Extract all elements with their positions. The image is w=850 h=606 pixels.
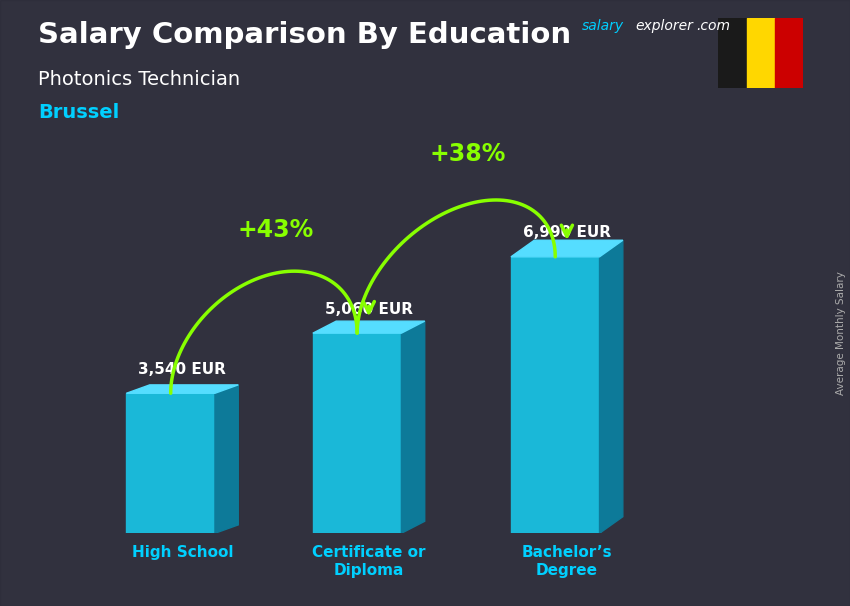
Bar (718, 18, 746, 88)
Text: 5,060 EUR: 5,060 EUR (325, 302, 413, 316)
Text: .com: .com (696, 19, 730, 33)
Bar (313, 333, 401, 533)
Polygon shape (599, 240, 623, 533)
Text: High School: High School (132, 545, 233, 560)
Text: explorer: explorer (635, 19, 693, 33)
Polygon shape (215, 385, 238, 533)
Text: Salary Comparison By Education: Salary Comparison By Education (38, 21, 571, 49)
Bar (775, 18, 803, 88)
Text: Brussel: Brussel (38, 103, 120, 122)
Text: 3,540 EUR: 3,540 EUR (139, 362, 226, 377)
Text: +38%: +38% (429, 142, 506, 166)
Text: Average Monthly Salary: Average Monthly Salary (836, 271, 846, 395)
Text: Bachelor’s
Degree: Bachelor’s Degree (522, 545, 612, 578)
Text: 6,990 EUR: 6,990 EUR (523, 225, 611, 240)
Text: Photonics Technician: Photonics Technician (38, 70, 241, 88)
Bar (746, 18, 775, 88)
Text: salary: salary (582, 19, 625, 33)
Text: Certificate or
Diploma: Certificate or Diploma (312, 545, 426, 578)
Bar (511, 257, 599, 533)
Polygon shape (401, 321, 425, 533)
Polygon shape (127, 385, 238, 393)
Text: +43%: +43% (237, 218, 314, 242)
Polygon shape (313, 321, 425, 333)
Polygon shape (511, 240, 623, 257)
Bar (127, 393, 215, 533)
